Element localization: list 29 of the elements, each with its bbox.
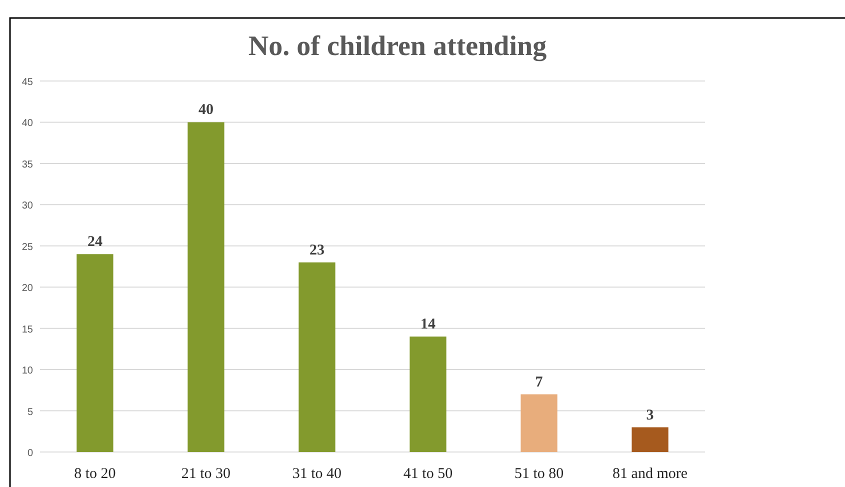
y-tick-label: 35 xyxy=(22,159,34,170)
data-label: 24 xyxy=(87,234,103,250)
y-tick-label: 45 xyxy=(22,77,34,88)
bar xyxy=(632,427,668,452)
y-tick-label: 40 xyxy=(22,118,34,130)
y-tick-label: 15 xyxy=(22,324,34,336)
chart-title: No. of children attending xyxy=(248,31,547,62)
data-label: 40 xyxy=(198,102,214,118)
x-tick-label: 81 and more xyxy=(612,466,688,482)
x-tick-label: 31 to 40 xyxy=(292,466,342,482)
x-tick-label: 51 to 80 xyxy=(514,466,564,482)
y-tick-label: 10 xyxy=(22,366,34,377)
bar xyxy=(410,336,446,452)
x-tick-label: 41 to 50 xyxy=(403,466,453,482)
bar xyxy=(76,254,114,452)
y-tick-label: 25 xyxy=(22,242,34,253)
data-label: 7 xyxy=(535,374,544,390)
y-tick-label: 0 xyxy=(27,448,34,459)
data-label: 23 xyxy=(309,242,324,258)
y-tick-label: 5 xyxy=(27,406,34,418)
bar xyxy=(298,262,336,452)
y-tick-label: 20 xyxy=(22,283,34,294)
x-tick-label: 21 to 30 xyxy=(181,466,231,482)
y-tick-label: 30 xyxy=(22,200,34,212)
data-label: 14 xyxy=(420,316,436,333)
bar xyxy=(520,394,558,452)
data-label: 3 xyxy=(646,407,654,424)
x-tick-label: 8 to 20 xyxy=(74,466,116,482)
bar xyxy=(188,122,224,452)
